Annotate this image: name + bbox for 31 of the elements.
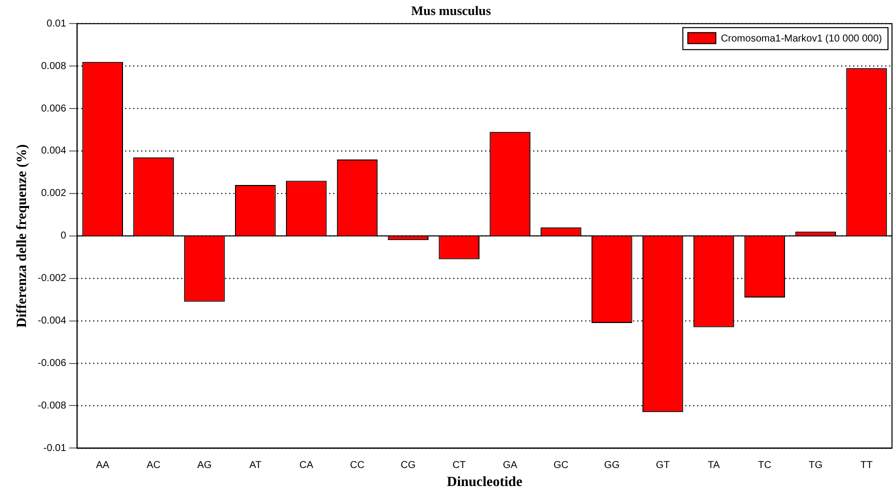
y-tick-label: -0.008 bbox=[38, 400, 67, 412]
x-tick-label: AT bbox=[249, 460, 262, 471]
legend-label: Cromosoma1-Markov1 (10 000 000) bbox=[720, 33, 882, 44]
y-tick-label: 0.002 bbox=[41, 188, 67, 200]
y-tick-label: 0.004 bbox=[41, 146, 67, 157]
x-axis-title: Dinucleotide bbox=[446, 475, 522, 490]
y-tick-label: -0.006 bbox=[38, 358, 67, 370]
x-tick-label: CT bbox=[452, 460, 466, 471]
x-tick-label: AG bbox=[197, 460, 212, 471]
chart-title: Mus musculus bbox=[411, 3, 491, 18]
x-tick-label: TG bbox=[808, 460, 823, 471]
y-tick-label: 0.008 bbox=[41, 60, 67, 72]
x-tick-label: TT bbox=[860, 460, 873, 471]
y-tick-label: -0.002 bbox=[38, 273, 67, 284]
x-tick-label: CC bbox=[350, 460, 364, 471]
x-tick-label: AC bbox=[146, 460, 160, 471]
y-tick-label: 0.006 bbox=[41, 103, 67, 114]
x-tick-label: TC bbox=[758, 460, 772, 471]
y-tick-label: -0.01 bbox=[43, 442, 67, 454]
x-tick-label: CG bbox=[400, 460, 416, 471]
y-tick-label: 0 bbox=[60, 230, 67, 242]
y-tick-label: 0.01 bbox=[46, 18, 67, 30]
x-tick-label: CA bbox=[299, 460, 314, 471]
y-axis-title: Differenza delle frequenze (%) bbox=[15, 144, 30, 328]
x-tick-label: GG bbox=[604, 460, 620, 471]
x-tick-label: GA bbox=[502, 460, 518, 471]
y-tick-label: -0.004 bbox=[38, 316, 67, 327]
x-tick-label: GC bbox=[553, 460, 568, 471]
x-tick-label: GT bbox=[656, 460, 670, 471]
x-tick-label: AA bbox=[96, 460, 110, 471]
x-tick-label: TA bbox=[708, 460, 720, 471]
